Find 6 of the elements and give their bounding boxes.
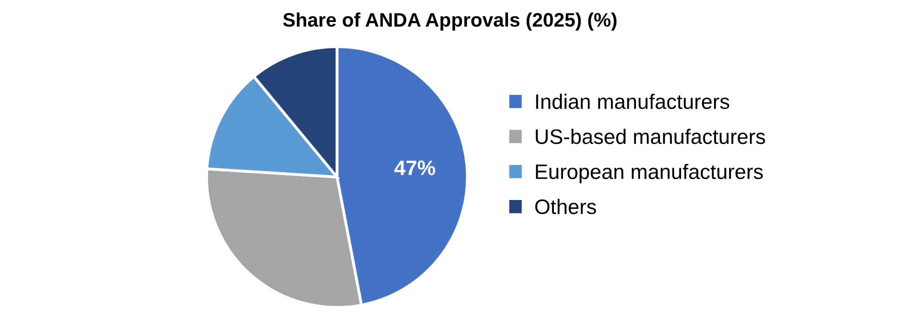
- legend-label: European manufacturers: [536, 164, 763, 184]
- legend-label: Indian manufacturers: [536, 94, 730, 110]
- legend-label: US-based manufacturers: [536, 128, 766, 144]
- legend-label: Others: [535, 198, 596, 214]
- chart-title: Share of ANDA Approvals (2025) (%): [283, 12, 616, 31]
- data-label: 47%: [394, 160, 436, 176]
